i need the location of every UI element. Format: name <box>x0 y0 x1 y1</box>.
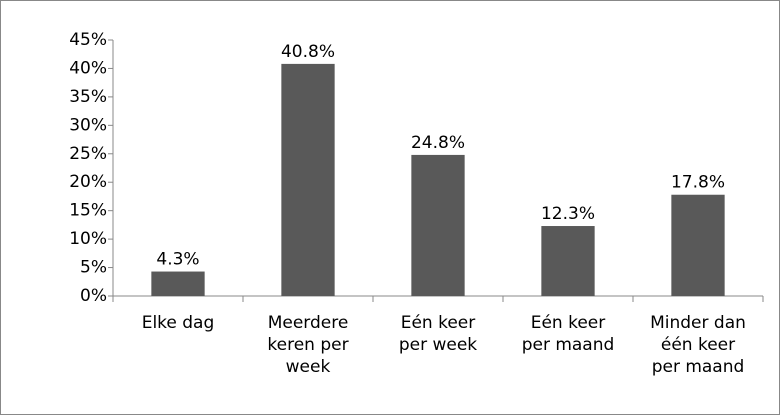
bar <box>281 63 335 296</box>
y-tick-label: 25% <box>69 144 107 164</box>
x-tick-label: Meerdere keren per week <box>267 313 349 377</box>
bar <box>411 154 465 296</box>
y-tick-label: 45% <box>69 30 107 50</box>
bar <box>671 194 725 296</box>
x-tick-label: Eén keer per maand <box>521 313 615 355</box>
x-tick-label: Minder dan één keer per maand <box>650 313 746 377</box>
data-label: 17.8% <box>671 173 725 193</box>
data-label: 40.8% <box>281 42 335 62</box>
y-tick-label: 40% <box>69 58 107 78</box>
data-label: 24.8% <box>411 133 465 153</box>
y-tick-label: 10% <box>69 229 107 249</box>
data-label: 4.3% <box>156 250 199 270</box>
x-tick-label: Eén keer per week <box>398 313 478 355</box>
bar <box>151 271 205 296</box>
y-tick-label: 35% <box>69 87 107 107</box>
y-tick-label: 20% <box>69 172 107 192</box>
y-tick-label: 15% <box>69 201 107 221</box>
y-tick-label: 30% <box>69 115 107 135</box>
y-tick-label: 5% <box>80 258 107 278</box>
bar <box>541 226 595 296</box>
y-tick-label: 0% <box>80 286 107 306</box>
x-tick-label: Elke dag <box>141 313 215 333</box>
data-label: 12.3% <box>541 204 595 224</box>
